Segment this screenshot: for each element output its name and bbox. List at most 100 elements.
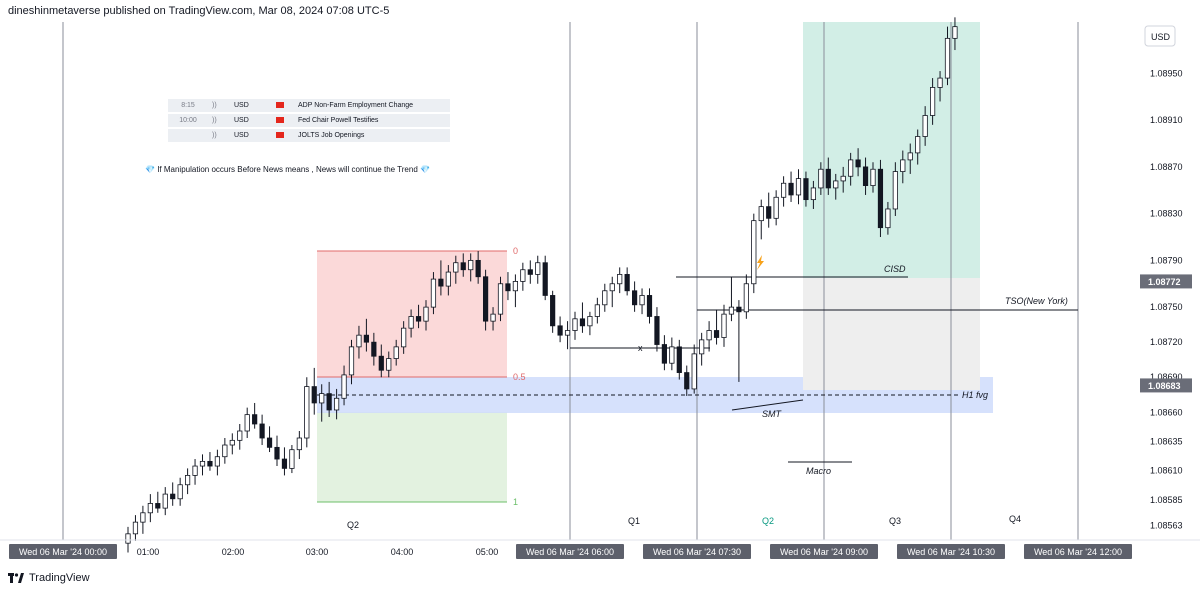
candle	[222, 438, 228, 464]
hour-label: 04:00	[391, 547, 414, 557]
candle	[393, 339, 399, 366]
tradingview-footer[interactable]: TradingView	[8, 572, 90, 584]
hour-label: 01:00	[137, 547, 160, 557]
candle-body	[922, 115, 928, 137]
candle	[214, 449, 220, 476]
news-events-table: 8:15 )) USD ADP Non-Farm Employment Chan…	[168, 99, 450, 144]
candle-body	[587, 316, 593, 327]
candle	[170, 482, 176, 506]
news-event: Fed Chair Powell Testifies	[294, 113, 450, 129]
candle-body	[535, 262, 541, 275]
candle-body	[699, 339, 705, 355]
candle	[423, 300, 429, 331]
candle	[788, 171, 794, 202]
candle-body	[378, 355, 384, 371]
candle-body	[296, 437, 302, 451]
candle-body	[371, 341, 377, 357]
candle	[155, 491, 161, 513]
candle	[408, 309, 414, 338]
quarter-label-q2a: Q2	[347, 520, 359, 530]
candle-body	[348, 346, 355, 376]
candle	[341, 365, 347, 406]
candle-body	[818, 168, 824, 189]
candle-body	[237, 430, 243, 441]
candle	[520, 262, 526, 291]
candle-body	[669, 346, 675, 364]
candle-body	[907, 152, 913, 161]
candle	[550, 290, 556, 333]
candle-body	[505, 283, 511, 292]
candle-body	[222, 444, 228, 458]
candle	[542, 255, 548, 301]
price-tick: 1.08950	[1150, 68, 1183, 78]
session-lines	[62, 22, 1079, 540]
currency-label: USD	[1151, 32, 1171, 42]
price-tick: 1.08563	[1150, 521, 1183, 531]
price-tag	[1140, 274, 1192, 289]
candle	[304, 377, 310, 448]
candle	[401, 321, 407, 354]
candle-body	[885, 208, 891, 229]
candle-body	[833, 180, 839, 189]
candle-body	[862, 166, 869, 186]
candle-body	[527, 269, 533, 275]
candle	[557, 316, 563, 343]
fib-label-1: 1	[513, 497, 518, 507]
tradingview-brand: TradingView	[29, 572, 90, 584]
candle-body	[795, 178, 802, 196]
candle-body	[497, 283, 504, 315]
date-tag-label: Wed 06 Mar '24 12:00	[1034, 547, 1122, 557]
h1-fvg-label: H1 fvg	[962, 390, 988, 400]
candle-body	[609, 283, 615, 292]
candle	[825, 157, 831, 195]
candle-body	[386, 358, 392, 371]
date-tag-label: Wed 06 Mar '24 09:00	[780, 547, 868, 557]
candle-body	[184, 475, 191, 486]
candle-body	[915, 136, 921, 154]
candle-body	[453, 262, 459, 273]
news-currency: USD	[230, 128, 272, 144]
date-tag	[770, 544, 878, 559]
candle-body	[676, 346, 682, 373]
candle-body	[646, 295, 653, 317]
candle	[624, 267, 630, 296]
candle-body	[661, 344, 668, 364]
candle-body	[482, 276, 489, 322]
candle	[453, 255, 459, 284]
strategy-note: 💎 If Manipulation occurs Before News mea…	[145, 165, 430, 174]
news-event: JOLTS Job Openings	[294, 128, 450, 144]
candle	[736, 300, 742, 382]
candle-body	[564, 330, 571, 336]
candle	[669, 337, 675, 371]
candle	[617, 267, 623, 294]
candle-body	[177, 484, 183, 500]
fib-label-0: 0	[513, 246, 518, 256]
candle	[162, 487, 168, 516]
candle-body	[713, 330, 720, 338]
candle	[363, 318, 370, 352]
candle	[751, 213, 757, 294]
price-tick: 1.08690	[1150, 372, 1183, 382]
candle	[237, 423, 243, 450]
candle-body	[624, 274, 630, 292]
candle	[497, 276, 504, 322]
candle-body	[132, 521, 139, 535]
candle-body	[602, 290, 608, 306]
candle-body	[140, 512, 146, 523]
candle-body	[490, 313, 496, 322]
quarter-label-q3: Q3	[889, 516, 901, 526]
candle	[706, 321, 712, 352]
candle	[818, 162, 824, 195]
candle-body	[706, 330, 712, 341]
candle	[535, 255, 541, 284]
price-tag-label: 1.08772	[1148, 277, 1181, 287]
candle-body	[311, 386, 317, 404]
stop-zone	[803, 278, 980, 390]
candle	[281, 447, 288, 476]
candle-body	[952, 26, 958, 39]
news-impact: ))	[208, 128, 230, 144]
candle-body	[252, 414, 258, 425]
candle-body	[438, 278, 444, 287]
currency-button[interactable]	[1144, 25, 1176, 47]
